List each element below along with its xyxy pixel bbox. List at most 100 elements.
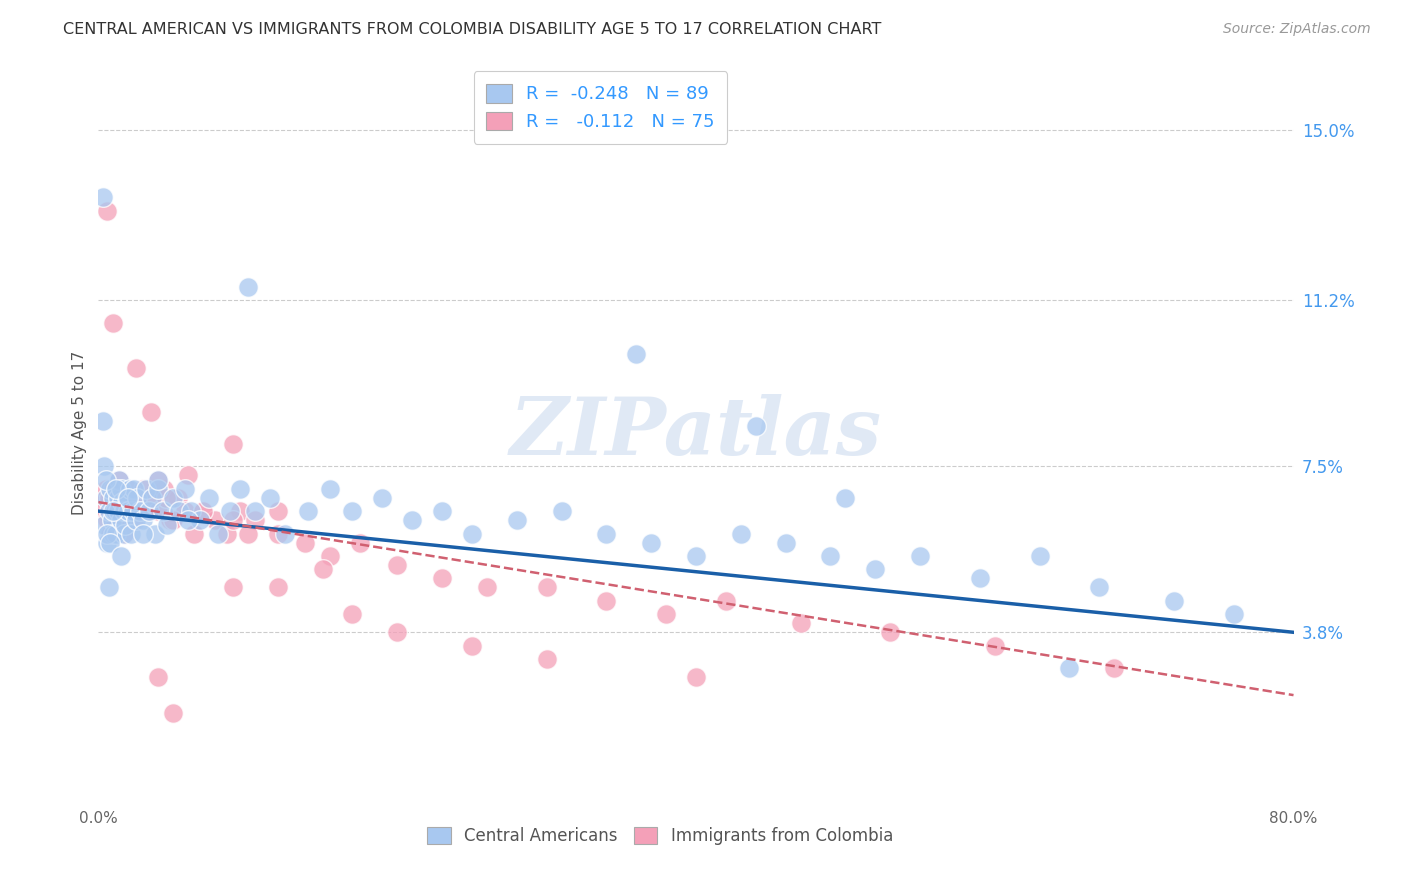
Point bbox=[115, 491, 138, 505]
Point bbox=[274, 526, 297, 541]
Point bbox=[153, 482, 176, 496]
Point bbox=[94, 482, 117, 496]
Point bbox=[111, 491, 134, 505]
Text: CENTRAL AMERICAN VS IMMIGRANTS FROM COLOMBIA DISABILITY AGE 5 TO 17 CORRELATION : CENTRAL AMERICAN VS IMMIGRANTS FROM COLO… bbox=[63, 22, 882, 37]
Point bbox=[162, 706, 184, 720]
Point bbox=[135, 482, 157, 496]
Point bbox=[865, 562, 887, 576]
Point bbox=[118, 482, 141, 496]
Point bbox=[138, 504, 160, 518]
Point bbox=[267, 504, 290, 518]
Y-axis label: Disability Age 5 to 17: Disability Age 5 to 17 bbox=[72, 351, 87, 515]
Point bbox=[245, 513, 267, 527]
Point bbox=[155, 491, 177, 505]
Point bbox=[129, 504, 152, 518]
Point bbox=[148, 504, 170, 518]
Point bbox=[141, 491, 163, 505]
Point bbox=[198, 491, 221, 505]
Point bbox=[595, 594, 617, 608]
Point bbox=[91, 414, 114, 428]
Point bbox=[969, 571, 991, 585]
Point bbox=[93, 459, 115, 474]
Point bbox=[536, 581, 558, 595]
Point bbox=[385, 558, 409, 572]
Point bbox=[97, 581, 120, 595]
Point bbox=[245, 504, 267, 518]
Point bbox=[117, 482, 139, 496]
Point bbox=[626, 347, 648, 361]
Point bbox=[107, 504, 129, 518]
Point bbox=[204, 513, 226, 527]
Point bbox=[143, 526, 166, 541]
Point bbox=[96, 513, 118, 527]
Point bbox=[110, 513, 132, 527]
Point bbox=[177, 513, 200, 527]
Point bbox=[111, 495, 134, 509]
Point bbox=[536, 652, 558, 666]
Point bbox=[105, 491, 128, 505]
Point bbox=[259, 491, 281, 505]
Point bbox=[1223, 607, 1246, 622]
Point bbox=[91, 491, 114, 505]
Point bbox=[136, 504, 159, 518]
Point bbox=[461, 639, 484, 653]
Point bbox=[222, 437, 245, 451]
Point bbox=[685, 549, 707, 563]
Point bbox=[120, 526, 142, 541]
Point bbox=[108, 473, 131, 487]
Point bbox=[148, 473, 170, 487]
Point bbox=[132, 482, 155, 496]
Point bbox=[294, 535, 316, 549]
Point bbox=[550, 504, 572, 518]
Point bbox=[108, 473, 131, 487]
Point bbox=[219, 504, 242, 518]
Point bbox=[103, 316, 125, 330]
Point bbox=[430, 504, 453, 518]
Point bbox=[908, 549, 931, 563]
Point bbox=[267, 581, 290, 595]
Text: ZIPatlas: ZIPatlas bbox=[510, 394, 882, 471]
Point bbox=[229, 482, 252, 496]
Point bbox=[342, 607, 364, 622]
Point bbox=[152, 504, 174, 518]
Point bbox=[105, 526, 128, 541]
Point bbox=[475, 581, 498, 595]
Point bbox=[167, 504, 190, 518]
Point bbox=[174, 504, 197, 518]
Point bbox=[98, 535, 122, 549]
Point bbox=[745, 418, 768, 433]
Point bbox=[127, 491, 149, 505]
Point bbox=[93, 504, 115, 518]
Point bbox=[104, 513, 127, 527]
Point bbox=[349, 535, 371, 549]
Point bbox=[101, 504, 124, 518]
Legend: Central Americans, Immigrants from Colombia: Central Americans, Immigrants from Colom… bbox=[419, 819, 901, 854]
Point bbox=[129, 504, 152, 518]
Point bbox=[319, 549, 342, 563]
Point bbox=[124, 513, 146, 527]
Point bbox=[229, 504, 252, 518]
Point bbox=[94, 491, 117, 505]
Point bbox=[162, 513, 184, 527]
Point bbox=[188, 513, 211, 527]
Point bbox=[141, 491, 163, 505]
Point bbox=[124, 482, 146, 496]
Point bbox=[121, 504, 143, 518]
Point bbox=[191, 504, 214, 518]
Point bbox=[879, 625, 901, 640]
Point bbox=[96, 526, 118, 541]
Point bbox=[103, 504, 125, 518]
Point bbox=[125, 513, 148, 527]
Point bbox=[236, 280, 259, 294]
Point bbox=[311, 562, 333, 576]
Point bbox=[174, 482, 197, 496]
Point bbox=[385, 625, 409, 640]
Point bbox=[112, 526, 135, 541]
Point bbox=[110, 513, 132, 527]
Point bbox=[159, 513, 181, 527]
Point bbox=[595, 526, 617, 541]
Point bbox=[1028, 549, 1050, 563]
Point bbox=[685, 670, 707, 684]
Point bbox=[401, 513, 423, 527]
Point bbox=[148, 473, 170, 487]
